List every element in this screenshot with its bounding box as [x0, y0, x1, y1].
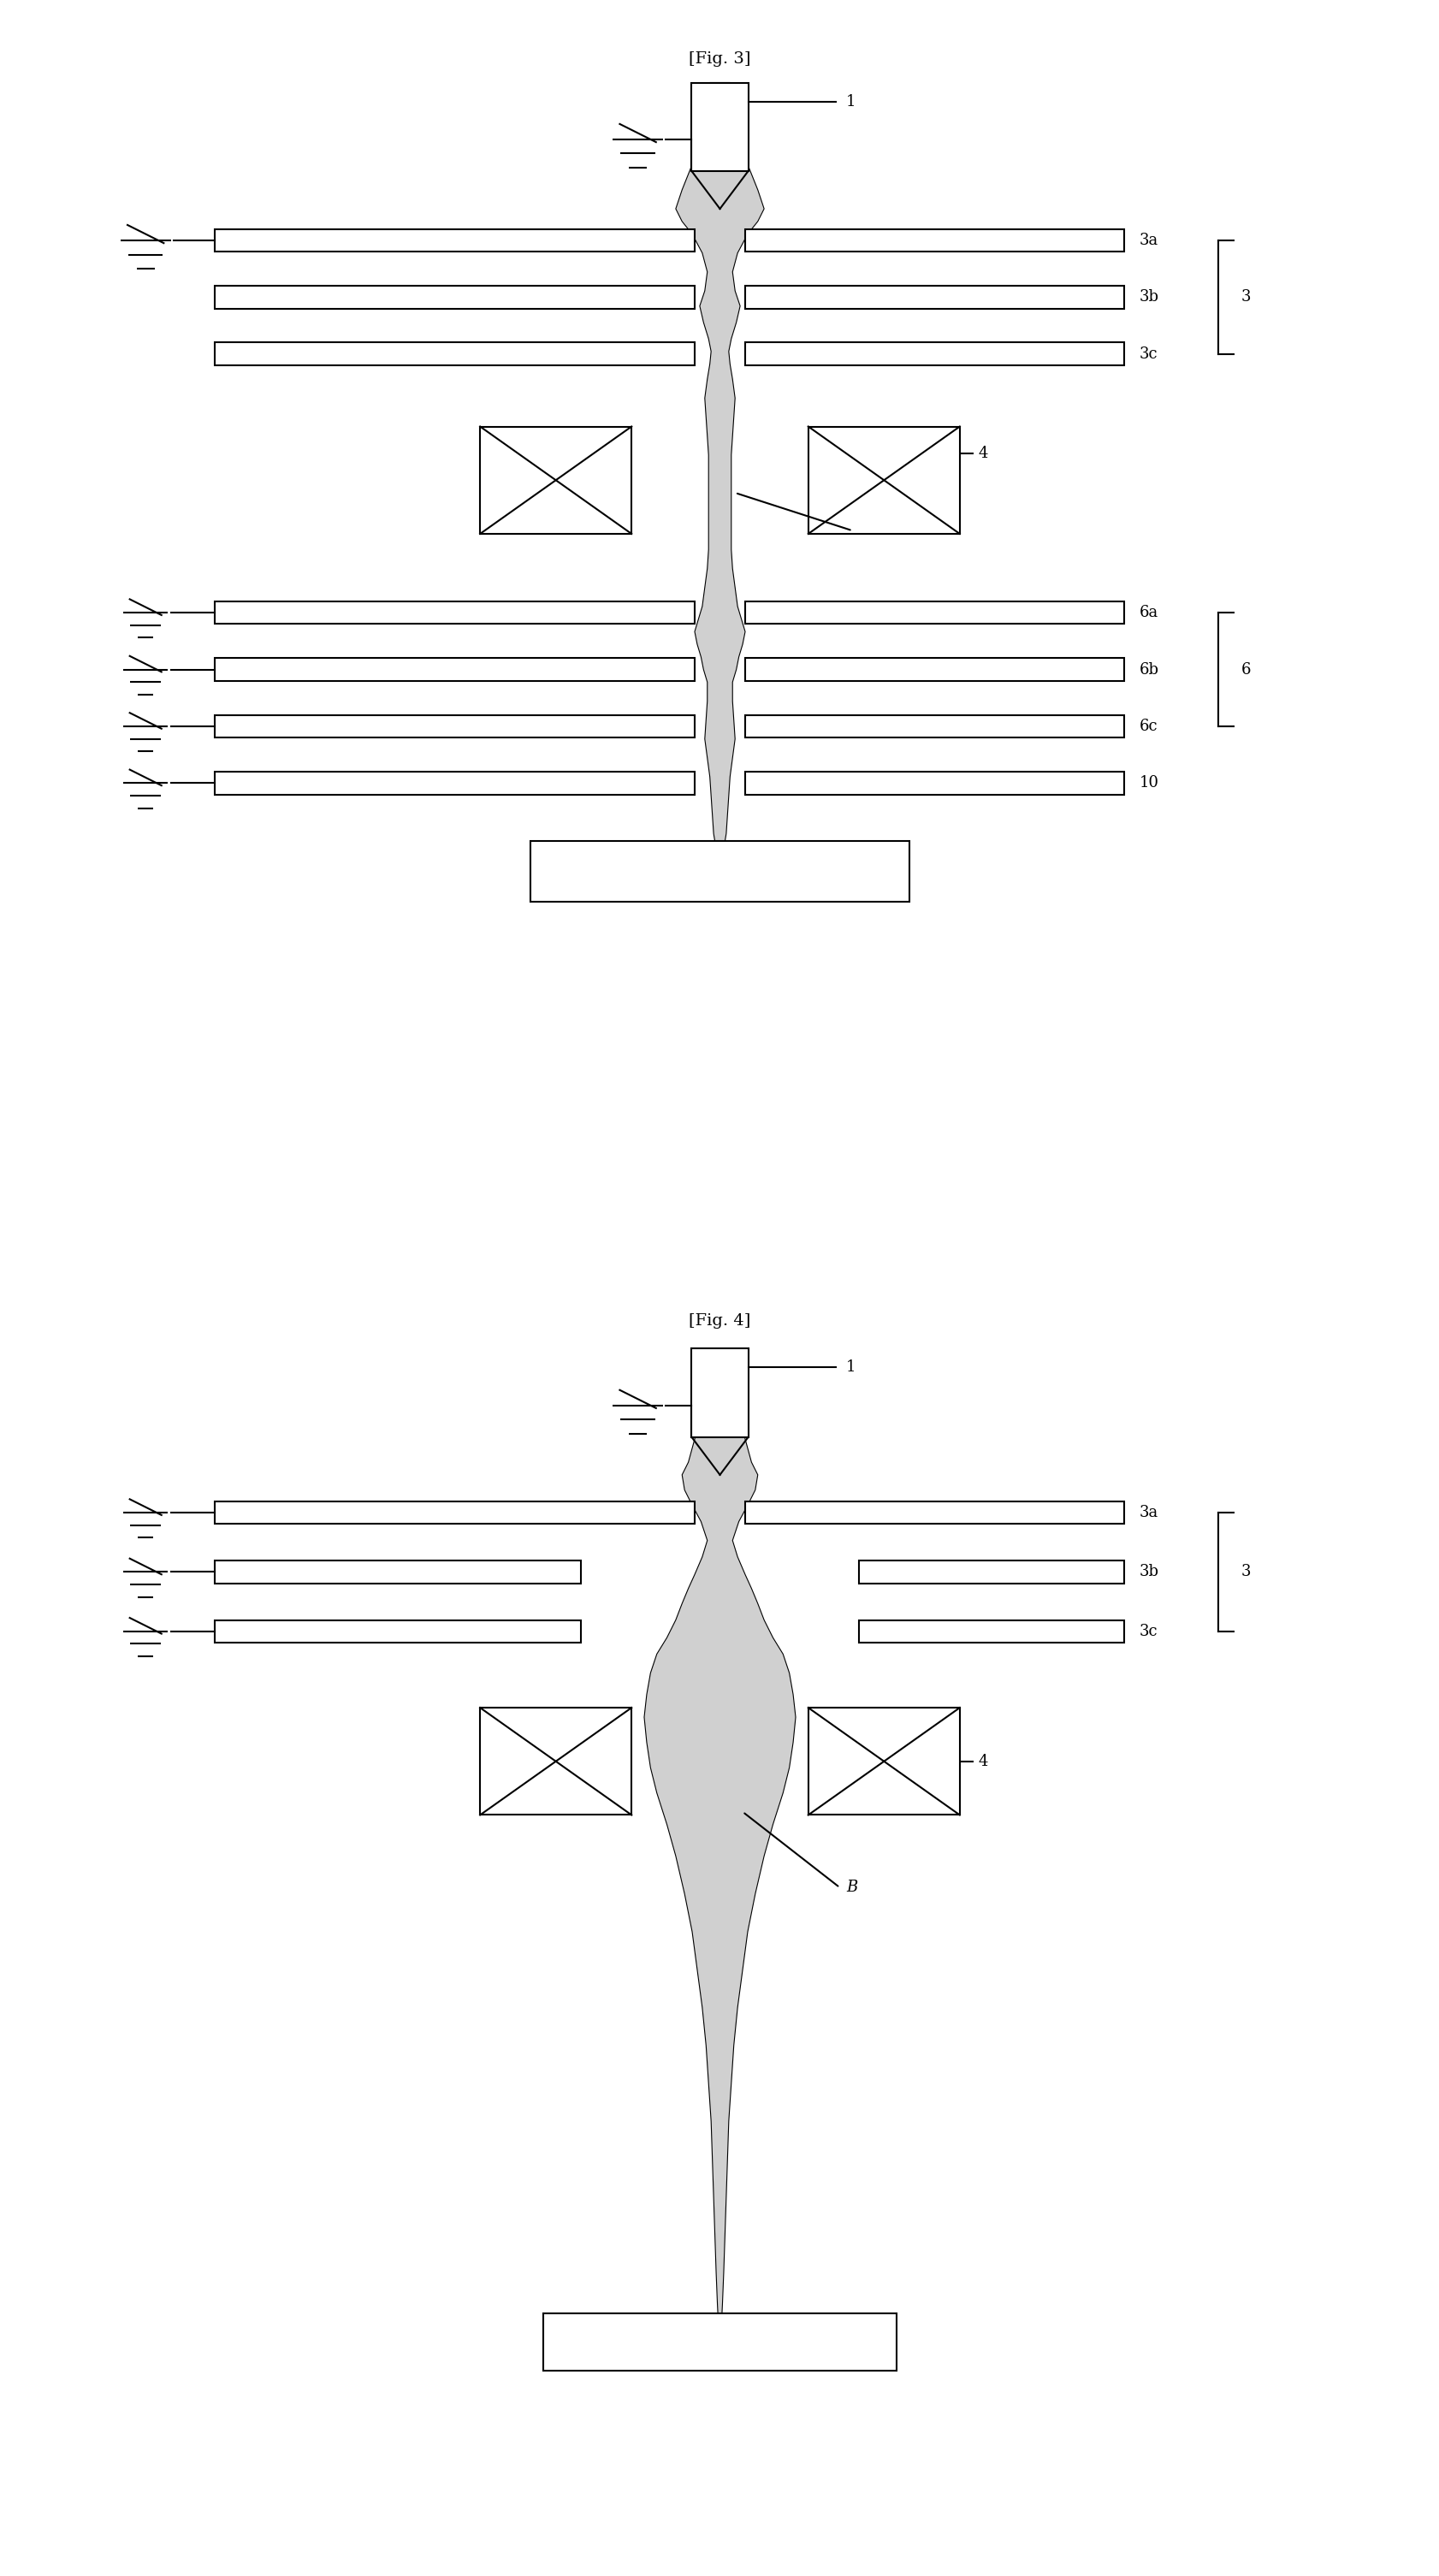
Text: 6c: 6c: [1138, 719, 1157, 734]
Text: 10: 10: [1138, 775, 1158, 791]
Bar: [807, 1708, 960, 1816]
Bar: [745, 343, 1124, 366]
Text: 3c: 3c: [1138, 1623, 1157, 1638]
Bar: [745, 657, 1124, 680]
Bar: [214, 229, 694, 252]
Text: 3a: 3a: [1138, 232, 1157, 247]
Text: 1: 1: [846, 93, 855, 108]
Text: specimen: specimen: [682, 2334, 757, 2349]
Text: 4: 4: [979, 1754, 987, 1770]
Text: 1: 1: [846, 1360, 855, 1376]
Bar: [214, 343, 694, 366]
Bar: [214, 773, 694, 793]
Bar: [214, 716, 694, 737]
Text: 3b: 3b: [1138, 289, 1158, 304]
Text: 4: 4: [979, 446, 987, 461]
Text: 3: 3: [1240, 289, 1250, 304]
Text: 3a: 3a: [1138, 1504, 1157, 1520]
Text: 3: 3: [1240, 1564, 1250, 1579]
Text: 6: 6: [1240, 662, 1250, 677]
Text: 6a: 6a: [1138, 605, 1157, 621]
Bar: [858, 1561, 1124, 1584]
Bar: [858, 1620, 1124, 1643]
Polygon shape: [675, 82, 764, 858]
Text: 6b: 6b: [1138, 662, 1158, 677]
Bar: [745, 286, 1124, 309]
Text: 3b: 3b: [1138, 1564, 1158, 1579]
Text: [Fig. 3]: [Fig. 3]: [688, 52, 751, 67]
Bar: [214, 657, 694, 680]
Bar: [479, 428, 632, 533]
Bar: [214, 1561, 581, 1584]
Text: B: B: [846, 1880, 858, 1896]
Bar: [214, 1502, 694, 1525]
Bar: [745, 600, 1124, 623]
Text: [Fig. 4]: [Fig. 4]: [688, 1314, 751, 1329]
Bar: [543, 2313, 896, 2370]
Bar: [531, 842, 908, 902]
Polygon shape: [643, 1350, 796, 2349]
Bar: [745, 716, 1124, 737]
Bar: [214, 1620, 581, 1643]
Bar: [745, 773, 1124, 793]
Bar: [691, 1350, 748, 1437]
Text: 3c: 3c: [1138, 345, 1157, 361]
Bar: [745, 229, 1124, 252]
Text: specimen: specimen: [682, 863, 757, 878]
Bar: [479, 1708, 632, 1816]
Bar: [745, 1502, 1124, 1525]
Text: B: B: [858, 523, 869, 538]
Bar: [214, 286, 694, 309]
Bar: [691, 82, 748, 170]
Bar: [807, 428, 960, 533]
Bar: [214, 600, 694, 623]
